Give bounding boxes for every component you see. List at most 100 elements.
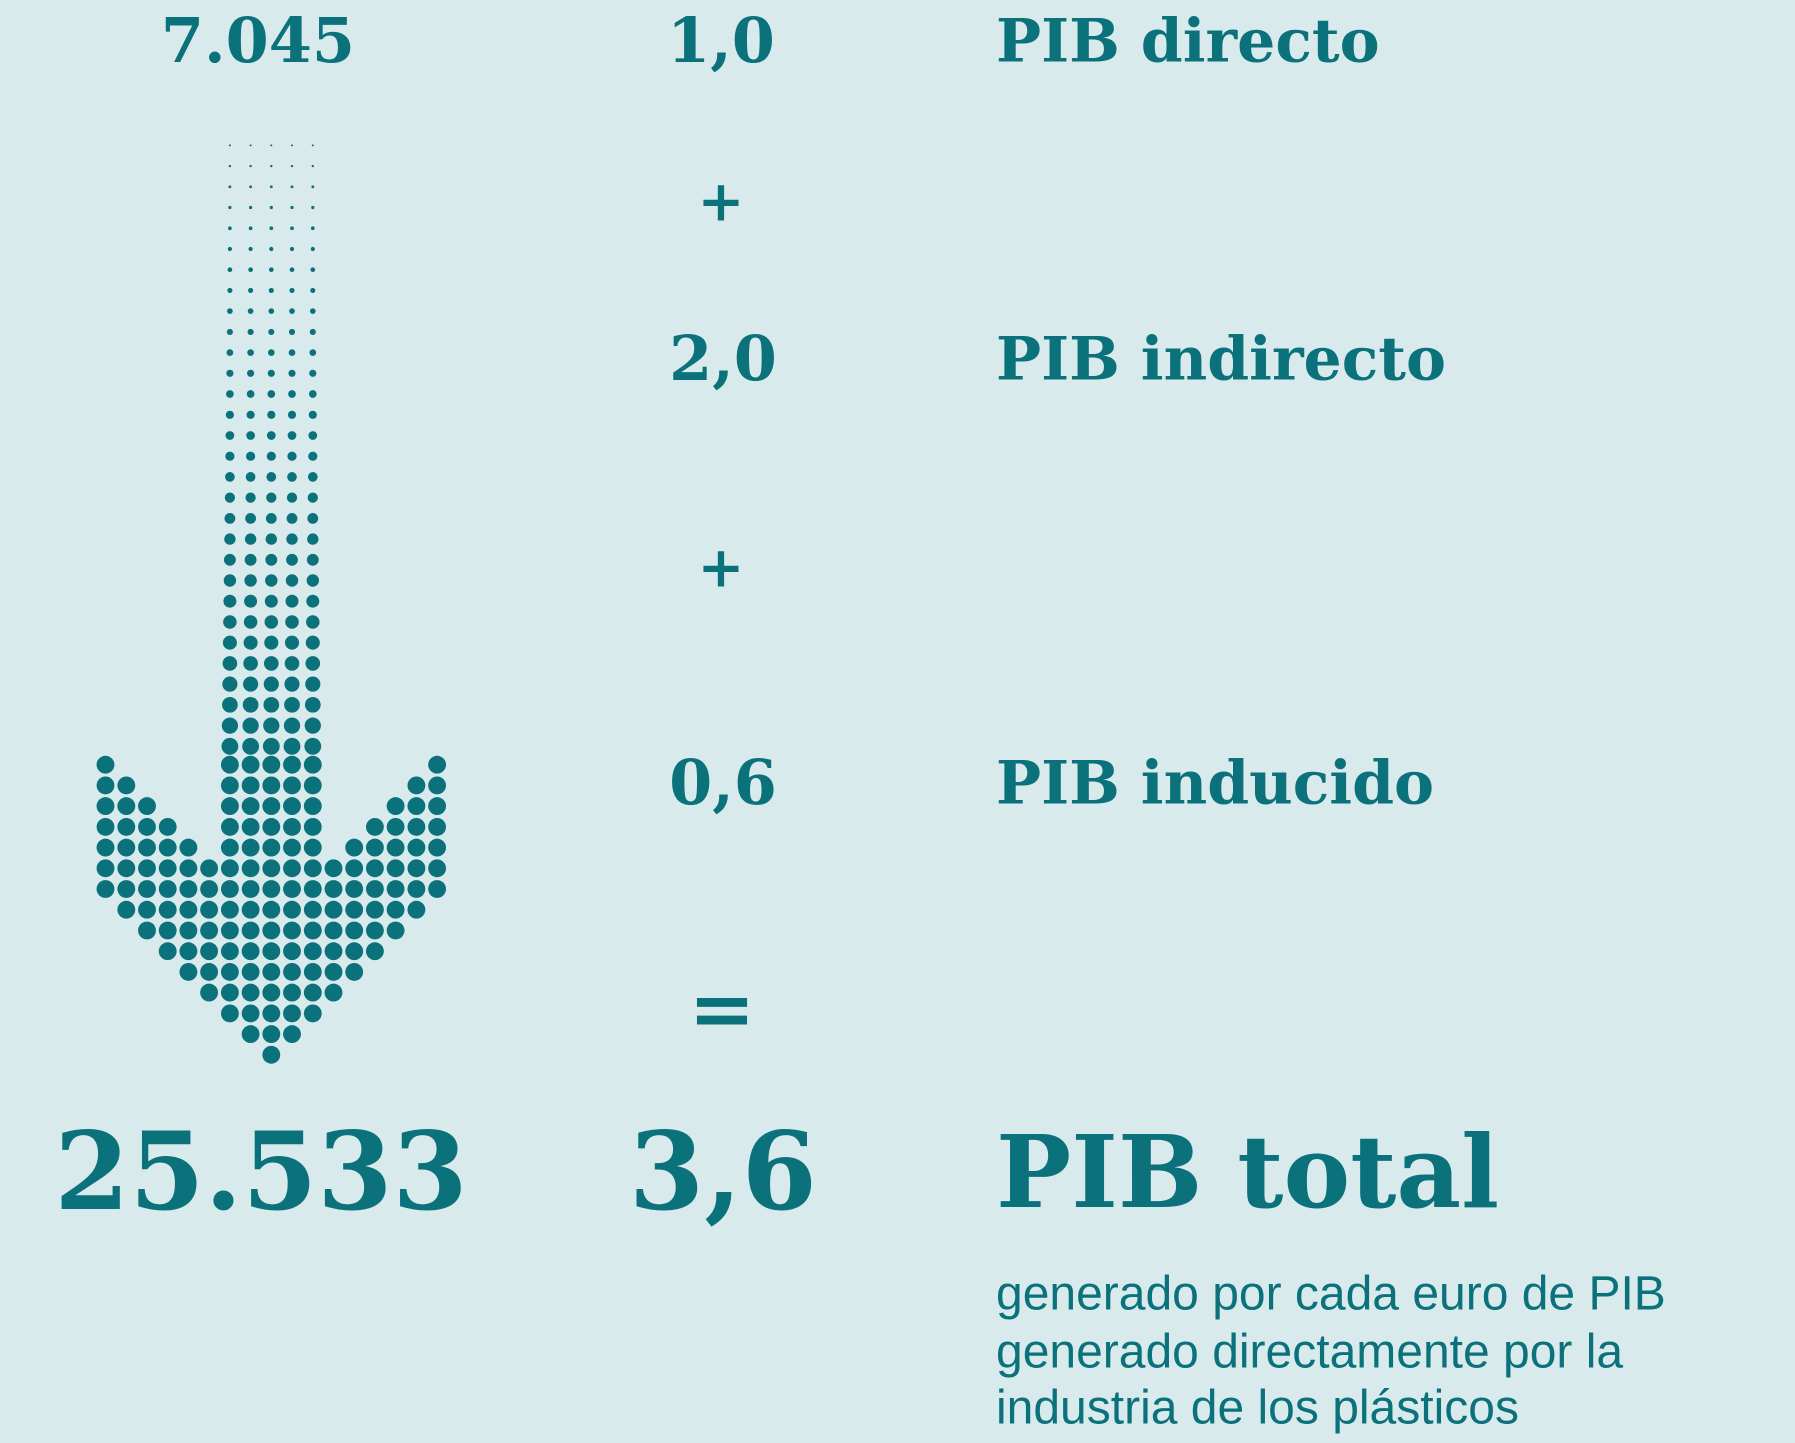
arrow-dot [159, 901, 177, 919]
arrow-dot [265, 595, 278, 608]
arrow-dot [307, 533, 318, 544]
arrow-dot [225, 452, 234, 461]
arrow-dot [262, 1046, 280, 1064]
arrow-dot [304, 738, 321, 755]
arrow-dot [387, 859, 405, 877]
arrow-dot [428, 859, 446, 877]
arrow-dot [283, 880, 301, 898]
arrow-dot [242, 880, 260, 898]
arrow-dot [262, 776, 280, 794]
arrow-dot [311, 247, 315, 251]
arrow-dot [228, 267, 233, 272]
arrow-dot [307, 513, 318, 524]
arrow-dot [223, 636, 237, 650]
arrow-dot [117, 776, 135, 794]
arrow-dot [226, 431, 235, 440]
arrow-dot [242, 818, 260, 836]
arrow-dot [308, 431, 317, 440]
arrow-dot [225, 472, 235, 482]
arrow-dot [97, 776, 115, 794]
arrow-dot [345, 901, 363, 919]
arrow-dot [267, 411, 275, 419]
arrow-dot [249, 185, 252, 188]
arrow-dot [249, 226, 253, 230]
arrow-dot [262, 859, 280, 877]
arrow-dot [308, 472, 318, 482]
arrow-dot [309, 411, 317, 419]
arrow-dot [242, 901, 260, 919]
arrow-dot [262, 963, 280, 981]
arrow-dot [284, 717, 300, 733]
arrow-dot [306, 595, 319, 608]
arrow-dot [304, 859, 322, 877]
arrow-dot [407, 839, 425, 857]
arrow-dot [288, 431, 297, 440]
arrow-dot [221, 839, 239, 857]
arrow-dot [248, 267, 253, 272]
arrow-dot [283, 922, 301, 940]
arrow-dot [306, 615, 320, 629]
arrow-dot [159, 818, 177, 836]
arrow-dot [285, 656, 300, 671]
arrow-dot [246, 431, 255, 440]
arrow-dot [268, 349, 275, 356]
arrow-dot [250, 144, 252, 146]
arrow-dot [262, 901, 280, 919]
arrow-dot [222, 677, 237, 692]
arrow-dot [200, 963, 218, 981]
arrow-dot [97, 818, 115, 836]
arrow-dot [221, 818, 239, 836]
arrow-dot [325, 963, 343, 981]
arrow-dot [304, 756, 322, 774]
arrow-dot [305, 717, 321, 733]
total-note: generado directamente por la [996, 1326, 1623, 1379]
arrow-dot [243, 656, 258, 671]
arrow-dot [262, 818, 280, 836]
arrow-dot [221, 880, 239, 898]
arrow-dot [304, 839, 322, 857]
arrow-dot [283, 942, 301, 960]
arrow-dot [159, 880, 177, 898]
arrow-dot [242, 942, 260, 960]
arrow-dot [289, 349, 296, 356]
arrow-dot [345, 839, 363, 857]
arrow-dot [221, 963, 239, 981]
arrow-dot [345, 859, 363, 877]
arrow-dot [285, 615, 299, 629]
arrow-dot [229, 144, 231, 146]
arrow-dot [138, 859, 156, 877]
arrow-dot [227, 288, 232, 293]
arrow-dot [304, 901, 322, 919]
arrow-dot [242, 797, 260, 815]
arrow-dot [221, 797, 239, 815]
arrow-dot [249, 165, 251, 167]
total-note: generado por cada euro de PIB [996, 1268, 1666, 1321]
arrow-dot [286, 533, 297, 544]
arrow-dot [242, 839, 260, 857]
arrow-dot [309, 349, 316, 356]
arrow-dot [311, 206, 314, 209]
arrow-dot [227, 329, 233, 335]
arrow-dot [407, 797, 425, 815]
arrow-dot [387, 901, 405, 919]
arrow-dot [387, 880, 405, 898]
arrow-dot [304, 818, 322, 836]
arrow-dot [221, 942, 239, 960]
arrow-dot [117, 901, 135, 919]
arrow-dot [287, 472, 297, 482]
arrow-dot [117, 818, 135, 836]
arrow-dot [97, 880, 115, 898]
arrow-dot [309, 370, 316, 377]
operator: = [688, 961, 755, 1055]
arrow-dot [226, 370, 233, 377]
arrow-dot [224, 533, 235, 544]
arrow-dot [268, 329, 274, 335]
arrow-dot [242, 922, 260, 940]
arrow-dot [242, 859, 260, 877]
arrow-dot [325, 880, 343, 898]
arrow-dot [248, 308, 254, 314]
arrow-dot [242, 984, 260, 1002]
arrow-dot [305, 677, 320, 692]
arrow-dot [270, 185, 273, 188]
arrow-dot [310, 267, 315, 272]
